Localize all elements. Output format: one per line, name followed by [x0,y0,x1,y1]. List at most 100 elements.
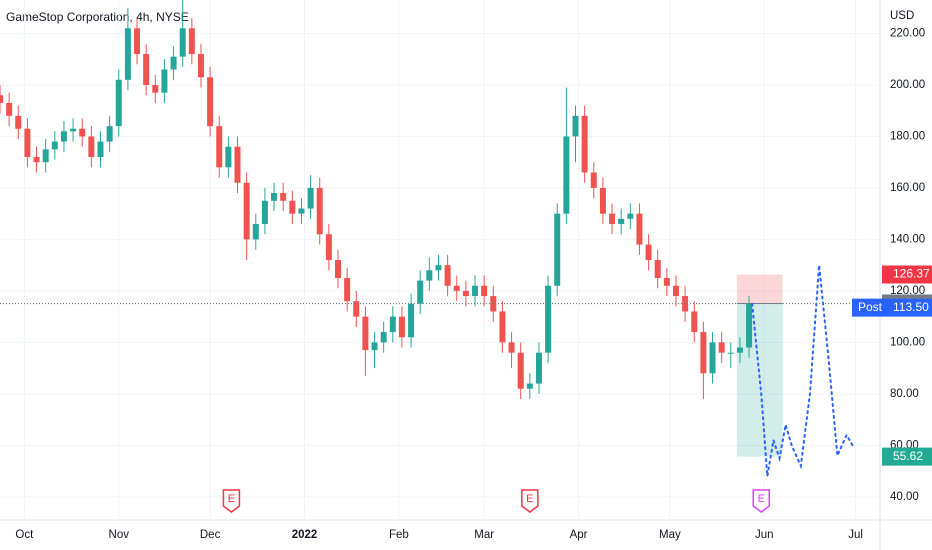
candle-body [115,79,122,127]
candle-body [15,115,22,129]
candle-body [325,234,332,260]
candle-body [453,285,460,291]
y-tick-label: 120.00 [890,285,925,297]
candle-body [599,187,606,214]
candle-body [727,352,734,354]
candle-body [97,141,104,158]
candle-body [24,128,31,158]
candle-body [289,200,296,214]
candle-body [517,352,524,389]
earnings-marker [521,489,539,513]
y-tick-label: 80.00 [890,388,919,400]
earnings-marker [222,489,241,513]
candle-body [618,218,625,224]
candle-body [408,303,415,338]
candle-body [179,28,186,57]
candle-body [563,136,570,214]
candle-body [444,265,451,286]
candle-body [462,290,469,297]
candle-body [243,182,250,240]
candle-body [307,187,314,209]
candle-body [545,285,552,353]
candle-body [161,69,168,93]
candle-body [143,54,150,85]
candle-body [42,149,49,163]
y-tick-label: 180.00 [890,130,925,142]
candle-body [134,28,141,55]
candle-body [481,285,488,297]
candle-body [33,157,40,163]
candle-body [417,280,424,304]
candle-body [472,285,479,297]
candle-body [152,84,159,93]
earnings-label: E [758,493,765,505]
candle-body [216,126,223,168]
candle-body [380,332,387,343]
earnings-label: E [526,493,533,505]
y-tick-label: 160.00 [890,182,925,194]
y-tick-label: 200.00 [890,79,925,91]
y-tick-label: 220.00 [890,27,925,39]
candle-body [252,223,259,240]
candle-body [554,213,561,286]
candle-body [709,342,716,374]
candle-body [435,265,442,271]
x-tick-label: Dec [200,529,221,541]
candle-body [6,102,13,116]
currency: USD [890,10,914,22]
target-zone [736,303,783,457]
x-tick-label: Nov [109,529,130,541]
candle-body [736,347,743,353]
earnings-label: E [228,493,235,505]
candle-body [572,115,579,137]
candle-body [170,56,177,70]
candle-body [398,316,405,338]
candle-body [590,172,597,188]
y-tick-label: 100.00 [890,336,925,348]
candle-body [79,128,86,137]
y-tick-label: 140.00 [890,233,925,245]
candle-body [51,141,58,150]
candle-body [371,342,378,351]
candle-body [362,316,369,351]
y-tick-label: 40.00 [890,491,919,503]
candle-body [207,77,214,127]
x-tick-label: Jul [848,529,863,541]
candle-body [353,301,360,317]
candle-body [316,187,323,235]
price-label-bg [882,447,932,466]
price-label: 55.62 [893,449,923,463]
candle-body [298,208,305,214]
candle-body [718,342,725,353]
chart-title: GameStop Corporation, 4h, NYSE [6,10,189,24]
candle-body [280,193,287,201]
candle-body [645,244,652,260]
candle-body [197,54,204,78]
candle-body [499,311,506,343]
price-label-name: Post [858,300,883,314]
candle-body [334,260,341,279]
candle-body [70,128,77,132]
candle-body [234,146,241,183]
candle-body [271,193,278,201]
candle-body [682,296,689,312]
candle-body [225,146,232,168]
price-label-bg [882,265,932,284]
candle-body [188,28,195,55]
candle-body [654,260,661,279]
candle-body [60,131,67,142]
candle-body [106,126,113,142]
x-tick-label: Mar [474,529,494,541]
x-tick-label: Oct [15,529,34,541]
candle-body [627,213,634,219]
candle-body [609,213,616,224]
candle-body [535,352,542,384]
x-tick-label: May [659,529,681,541]
x-tick-label: Apr [570,529,588,541]
candle-body [490,296,497,312]
price-label: 126.37 [893,267,930,281]
candle-body [526,383,533,389]
candle-body [344,278,351,302]
